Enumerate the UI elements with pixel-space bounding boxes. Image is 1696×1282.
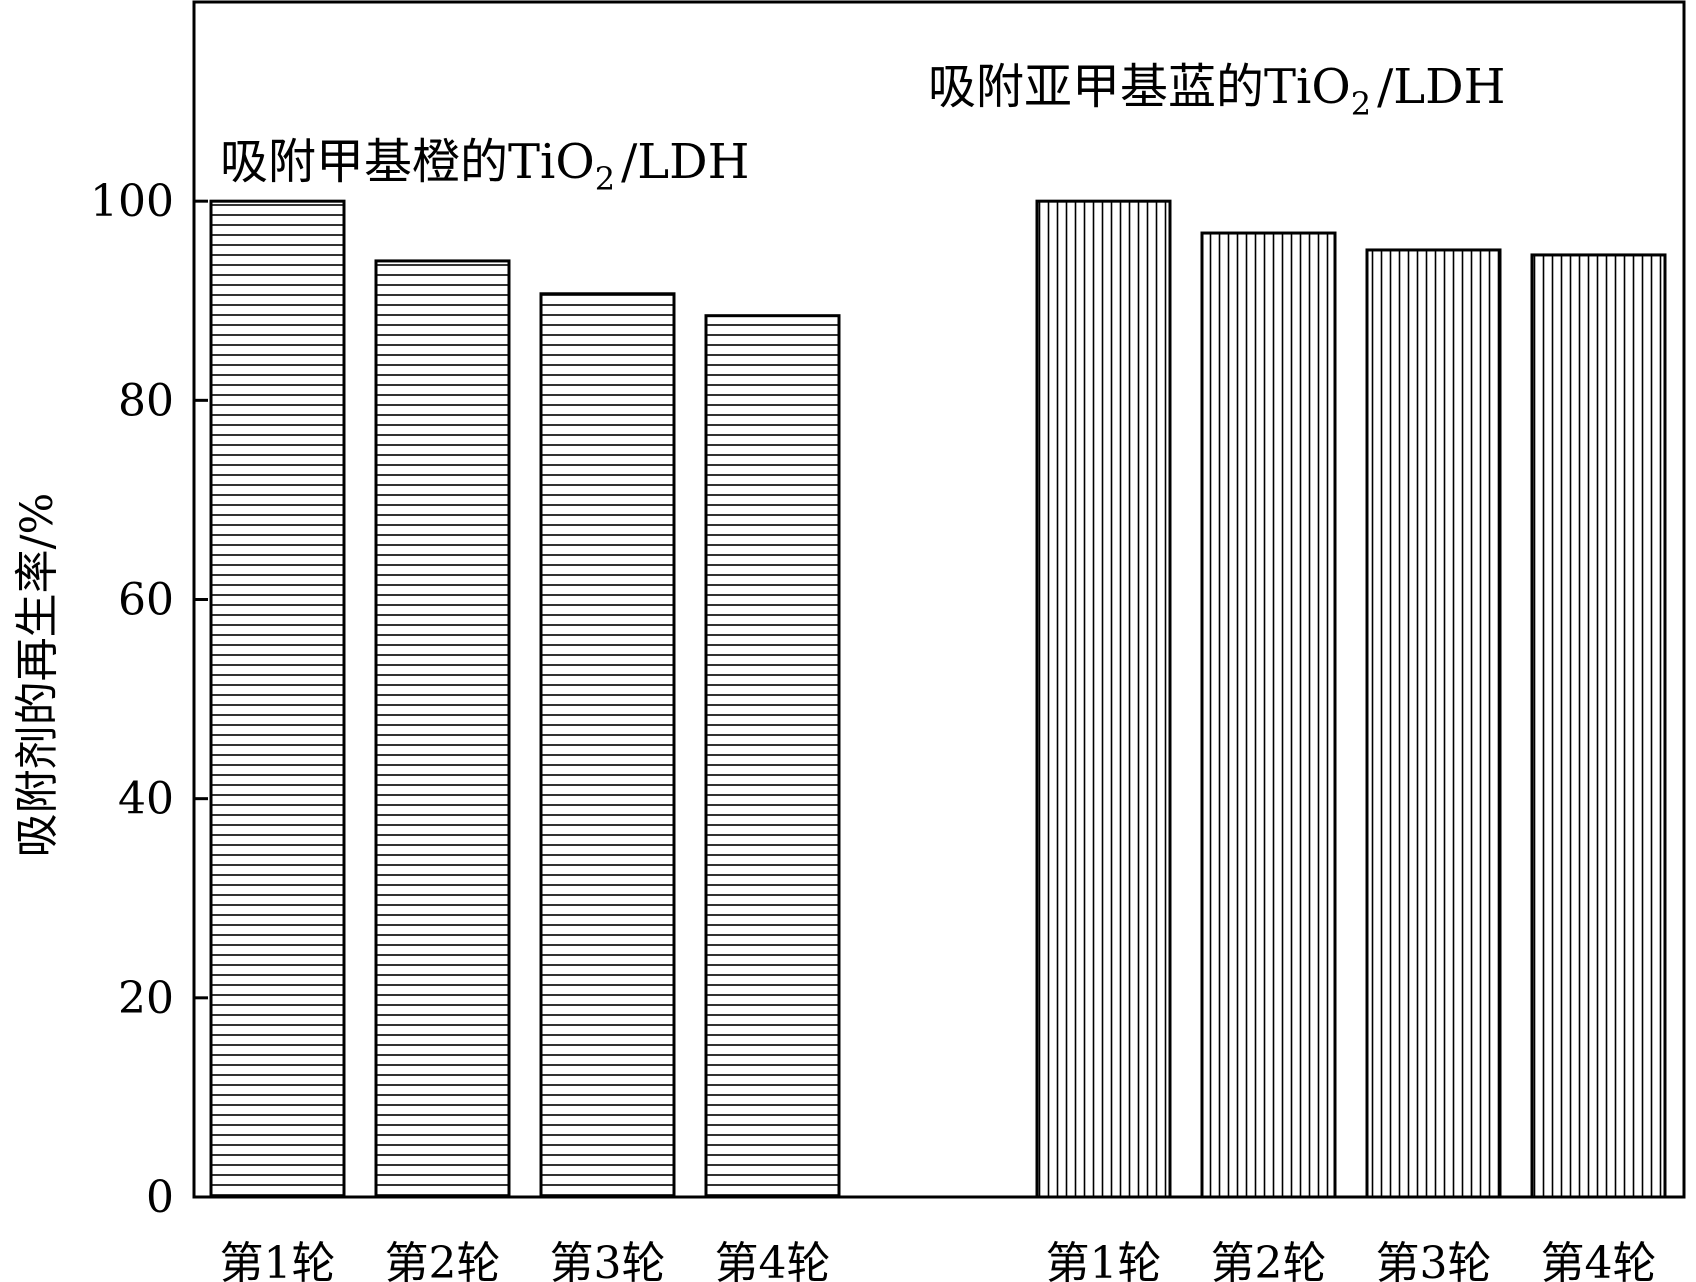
y-tick-label-0: 0 [146, 1172, 174, 1223]
x-tick-label-series-1-cat-1: 第1轮 [220, 1238, 336, 1282]
x-tick-label-series-1-cat-2: 第2轮 [385, 1238, 501, 1282]
y-tick-label-40: 40 [118, 774, 174, 825]
bar-series-2-cat-1 [1035, 199, 1172, 1199]
x-axis-labels: 第1轮 第2轮 第3轮 第4轮 第1轮 第2轮 第3轮 第4轮 [220, 1238, 1657, 1282]
x-tick-label-series-2-cat-2: 第2轮 [1211, 1238, 1327, 1282]
annotation-series-2: 吸附亚甲基蓝的TiO2/LDH [928, 59, 1505, 123]
bar-series-2-cat-4 [1530, 253, 1667, 1199]
x-tick-label-series-2-cat-3: 第3轮 [1376, 1238, 1492, 1282]
x-tick-label-series-2-cat-1: 第1轮 [1046, 1238, 1162, 1282]
y-axis-ticks: 0 20 40 60 80 100 [90, 176, 208, 1223]
y-tick-label-100: 100 [90, 176, 174, 227]
bar-series-2-cat-3 [1365, 248, 1502, 1199]
bar-series-1-cat-2 [374, 259, 511, 1199]
annotation-series-1: 吸附甲基橙的TiO2/LDH [220, 134, 749, 198]
y-axis-label: 吸附剂的再生率/% [12, 493, 63, 858]
bars-group [209, 199, 1667, 1199]
x-tick-label-series-2-cat-4: 第4轮 [1541, 1238, 1657, 1282]
y-tick-label-20: 20 [118, 973, 174, 1024]
y-tick-label-80: 80 [118, 375, 174, 426]
x-tick-label-series-1-cat-3: 第3轮 [550, 1238, 666, 1282]
bar-series-1-cat-1 [209, 199, 346, 1199]
x-tick-label-series-1-cat-4: 第4轮 [715, 1238, 831, 1282]
bar-series-1-cat-4 [704, 314, 841, 1199]
y-tick-label-60: 60 [118, 575, 174, 626]
bar-series-2-cat-2 [1200, 231, 1337, 1199]
bar-series-1-cat-3 [539, 292, 676, 1199]
